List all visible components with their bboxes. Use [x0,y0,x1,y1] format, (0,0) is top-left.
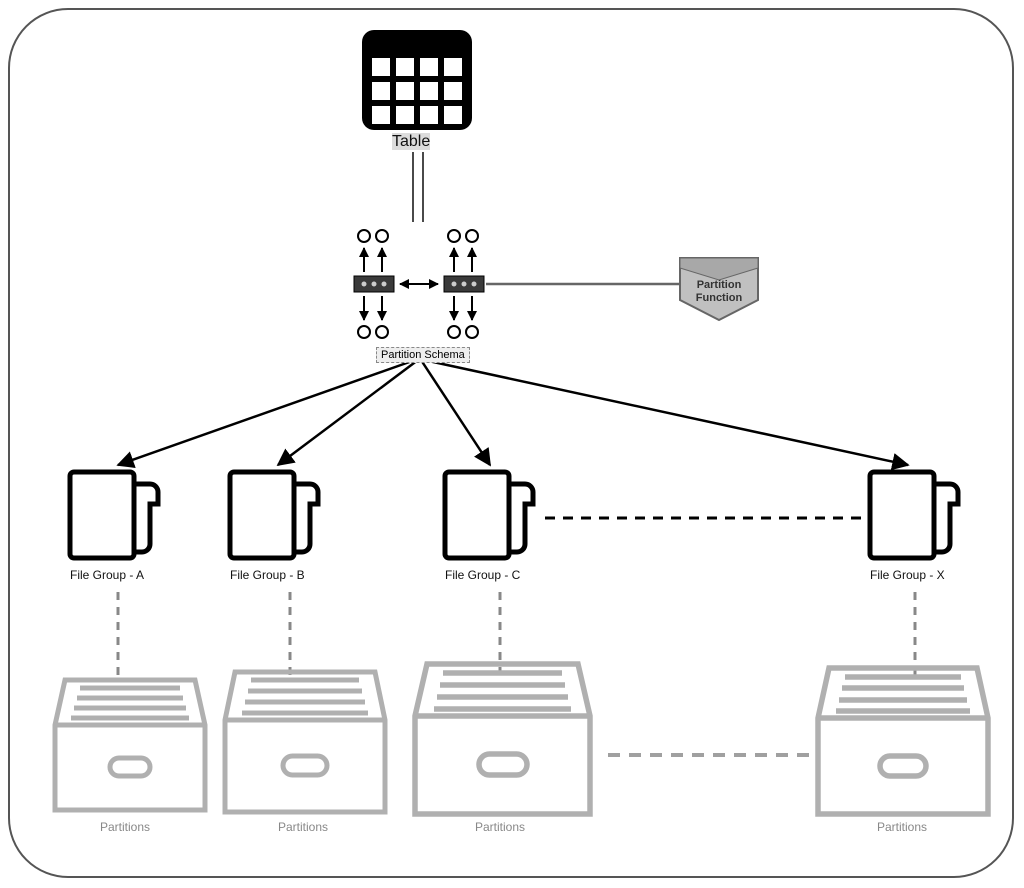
partition-3-label: Partitions [475,820,525,834]
partition-schema-icon [354,230,484,338]
filegroup-a-label: File Group - A [70,568,144,582]
partition-1-label: Partitions [100,820,150,834]
connectors-schema-fg [118,360,908,465]
table-label: Table [392,133,430,151]
filegroup-b-label: File Group - B [230,568,305,582]
filegroup-x-label: File Group - X [870,568,945,582]
diagram-svg: Partition Function [0,0,1024,888]
filegroup-x-icon [870,472,958,558]
filegroup-icons [70,472,958,558]
partition-2-label: Partitions [278,820,328,834]
diagram-canvas: Partition Function [0,0,1024,888]
partition-icons [55,664,988,814]
partition-function-label-1: Partition [697,279,742,291]
filegroup-c-icon [445,472,533,558]
partition-schema-label: Partition Schema [376,345,470,363]
filegroup-b-icon [230,472,318,558]
partition-4-label: Partitions [877,820,927,834]
partition-function-badge: Partition Function [680,258,758,320]
table-icon [362,30,472,130]
filegroup-a-icon [70,472,158,558]
filegroup-c-label: File Group - C [445,568,520,582]
partition-function-label-2: Function [696,292,743,304]
connector-table-schema [413,152,423,222]
